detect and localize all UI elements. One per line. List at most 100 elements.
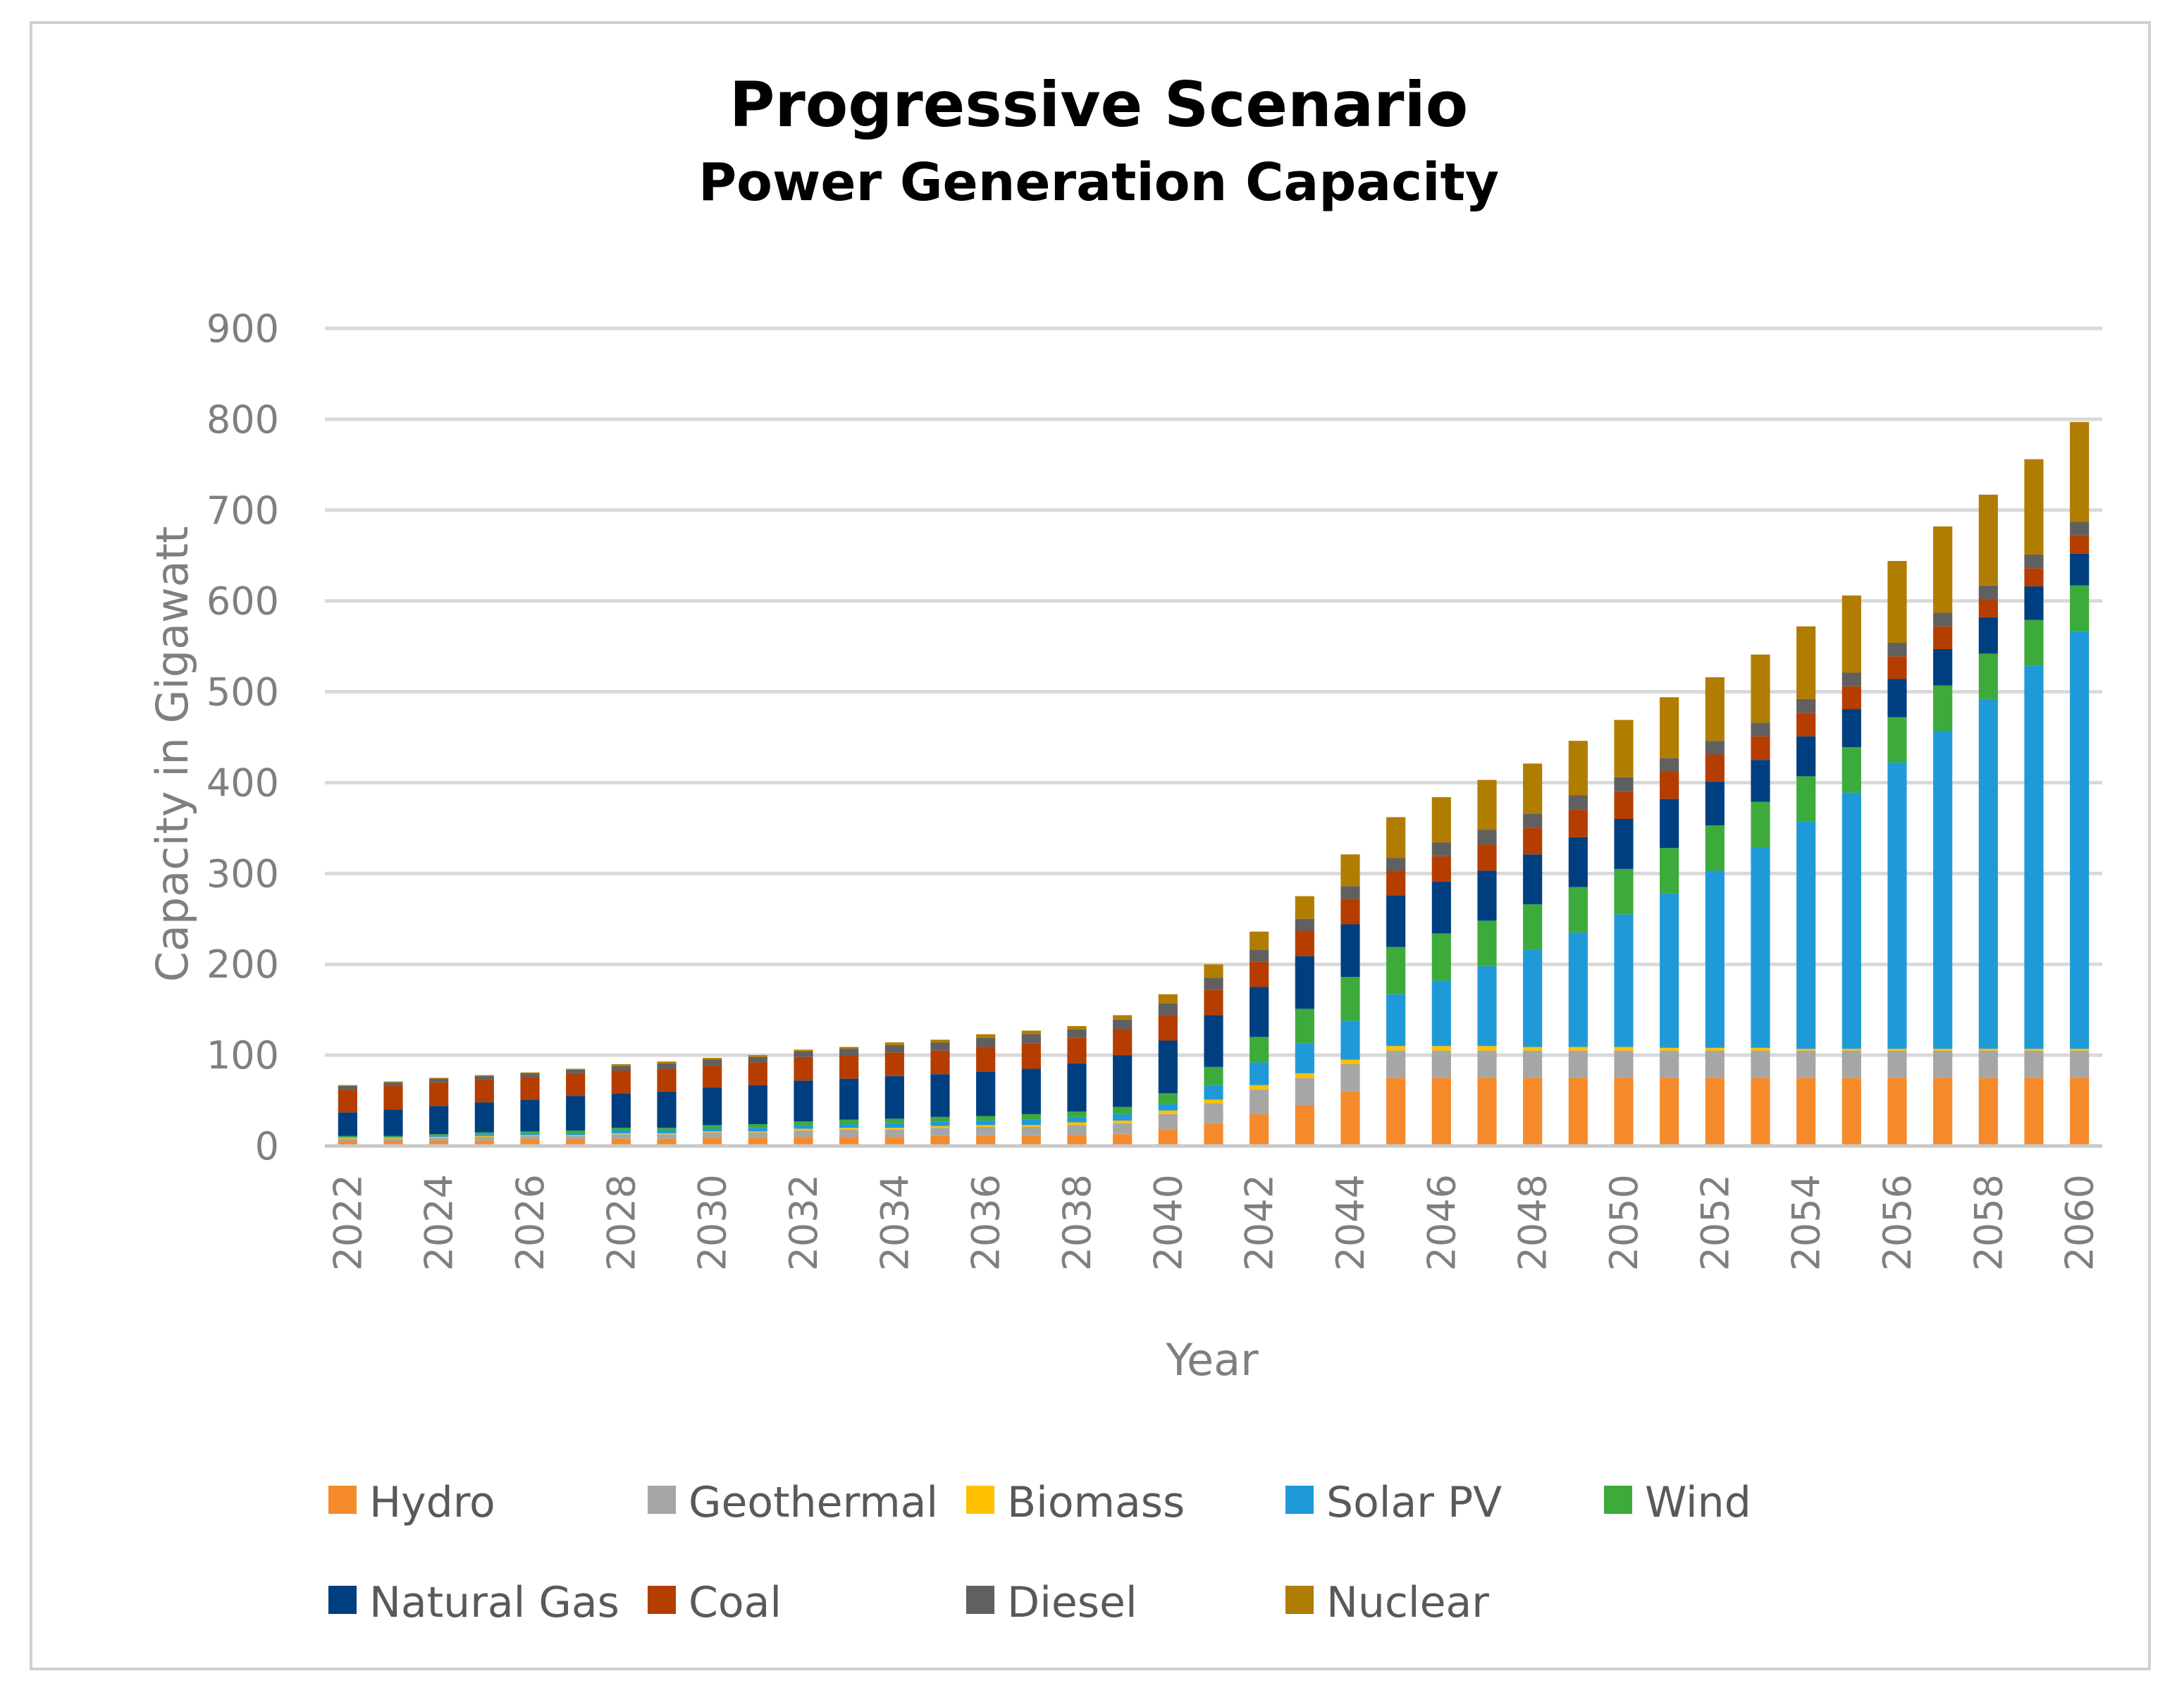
bar-nuclear-2056: [1887, 560, 1907, 643]
bar-hydro-2028: [611, 1138, 631, 1146]
bar-natural-gas-2027: [566, 1096, 586, 1131]
bar-biomass-2028: [611, 1133, 631, 1135]
bar-natural-gas-2038: [1067, 1063, 1087, 1112]
bar-hydro-2025: [474, 1140, 494, 1146]
bar-biomass-2042: [1250, 1085, 1269, 1090]
bar-coal-2045: [1386, 870, 1406, 896]
bar-coal-2031: [748, 1062, 767, 1085]
bar-solar-pv-2053: [1751, 846, 1770, 1048]
bar-diesel-2053: [1751, 722, 1770, 736]
bar-solar-pv-2039: [1113, 1114, 1133, 1121]
bar-nuclear-2032: [794, 1049, 813, 1052]
legend-swatch-biomass: [966, 1486, 994, 1514]
bar-biomass-2024: [429, 1137, 449, 1138]
bar-hydro-2056: [1887, 1078, 1907, 1146]
bar-geothermal-2032: [794, 1130, 813, 1138]
y-axis-ticks: 0 100 200 300 400 500 600 700 800 900: [206, 307, 279, 1169]
bar-biomass-2055: [1841, 1049, 1861, 1051]
bar-hydro-2033: [839, 1137, 859, 1146]
bar-biomass-2045: [1386, 1046, 1406, 1051]
legend-label-diesel: Diesel: [1007, 1578, 1137, 1627]
bar-biomass-2035: [930, 1126, 950, 1128]
bar-coal-2037: [1021, 1043, 1041, 1069]
bar-nuclear-2029: [657, 1061, 677, 1064]
x-tick-label: 2052: [1693, 1174, 1737, 1271]
bar-biomass-2029: [657, 1133, 677, 1135]
bar-biomass-2039: [1113, 1120, 1133, 1123]
bar-nuclear-2033: [839, 1047, 859, 1049]
bar-hydro-2053: [1751, 1078, 1770, 1146]
bar-biomass-2046: [1431, 1046, 1451, 1051]
legend-label-coal: Coal: [689, 1578, 782, 1627]
bar-geothermal-2023: [383, 1138, 403, 1142]
bar-diesel-2043: [1295, 918, 1314, 931]
bar-coal-2053: [1751, 736, 1770, 760]
legend-label-biomass: Biomass: [1007, 1478, 1185, 1527]
bar-geothermal-2045: [1386, 1050, 1406, 1078]
bar-wind-2024: [429, 1134, 449, 1136]
x-tick-label: 2050: [1602, 1174, 1646, 1271]
y-tick-label: 900: [206, 307, 279, 351]
bar-coal-2029: [657, 1068, 677, 1092]
bar-solar-pv-2051: [1660, 893, 1679, 1048]
bar-diesel-2025: [474, 1075, 494, 1080]
bar-wind-2035: [930, 1116, 950, 1122]
bar-hydro-2057: [1933, 1078, 1953, 1146]
bar-nuclear-2059: [2024, 459, 2044, 555]
bar-biomass-2051: [1660, 1047, 1679, 1051]
x-tick-label: 2040: [1146, 1174, 1190, 1271]
bar-solar-pv-2027: [566, 1133, 586, 1135]
bar-natural-gas-2043: [1295, 956, 1314, 1009]
bar-geothermal-2058: [1978, 1050, 1998, 1078]
bar-biomass-2025: [474, 1135, 494, 1138]
bar-diesel-2056: [1887, 642, 1907, 657]
bar-biomass-2047: [1477, 1046, 1497, 1051]
chart-title: Progressive Scenario: [729, 68, 1468, 141]
bar-hydro-2026: [520, 1139, 540, 1146]
bar-nuclear-2037: [1021, 1030, 1041, 1035]
bar-coal-2054: [1796, 713, 1816, 736]
bar-geothermal-2047: [1477, 1050, 1497, 1078]
bar-natural-gas-2052: [1705, 782, 1725, 826]
legend-label-hydro: Hydro: [369, 1478, 495, 1527]
bar-wind-2033: [839, 1119, 859, 1125]
x-tick-label: 2032: [782, 1174, 826, 1271]
bar-solar-pv-2036: [976, 1120, 996, 1126]
legend-label-natural-gas: Natural Gas: [369, 1578, 619, 1627]
bar-geothermal-2028: [611, 1134, 631, 1139]
bar-diesel-2032: [794, 1051, 813, 1057]
y-tick-label: 0: [255, 1124, 279, 1169]
bar-natural-gas-2024: [429, 1106, 449, 1135]
bar-wind-2027: [566, 1130, 586, 1133]
bar-diesel-2038: [1067, 1030, 1087, 1038]
bar-solar-pv-2030: [703, 1128, 722, 1132]
bar-geothermal-2053: [1751, 1050, 1770, 1078]
bar-natural-gas-2039: [1113, 1055, 1133, 1107]
bar-geothermal-2030: [703, 1132, 722, 1138]
bar-nuclear-2044: [1340, 854, 1360, 887]
bar-nuclear-2023: [383, 1081, 403, 1083]
bar-solar-pv-2024: [429, 1135, 449, 1138]
bar-geothermal-2055: [1841, 1050, 1861, 1078]
bar-solar-pv-2058: [1978, 698, 1998, 1049]
bar-hydro-2047: [1477, 1078, 1497, 1146]
bar-hydro-2038: [1067, 1135, 1087, 1146]
chart-svg: Progressive Scenario Power Generation Ca…: [147, 68, 2102, 1627]
x-tick-label: 2038: [1055, 1174, 1099, 1271]
bar-geothermal-2057: [1933, 1050, 1953, 1078]
bar-natural-gas-2028: [611, 1093, 631, 1128]
bar-wind-2032: [794, 1121, 813, 1126]
bar-coal-2022: [338, 1090, 357, 1113]
bar-wind-2039: [1113, 1107, 1133, 1114]
bar-diesel-2040: [1158, 1003, 1178, 1016]
bar-wind-2054: [1796, 776, 1816, 822]
bar-geothermal-2027: [566, 1135, 586, 1140]
bar-biomass-2034: [884, 1128, 904, 1130]
legend-swatch-diesel: [966, 1586, 994, 1614]
bar-diesel-2037: [1021, 1034, 1041, 1044]
bar-biomass-2040: [1158, 1110, 1178, 1114]
bar-coal-2056: [1887, 656, 1907, 679]
bar-hydro-2036: [976, 1135, 996, 1146]
bar-diesel-2036: [976, 1037, 996, 1047]
bar-wind-2045: [1386, 947, 1406, 994]
